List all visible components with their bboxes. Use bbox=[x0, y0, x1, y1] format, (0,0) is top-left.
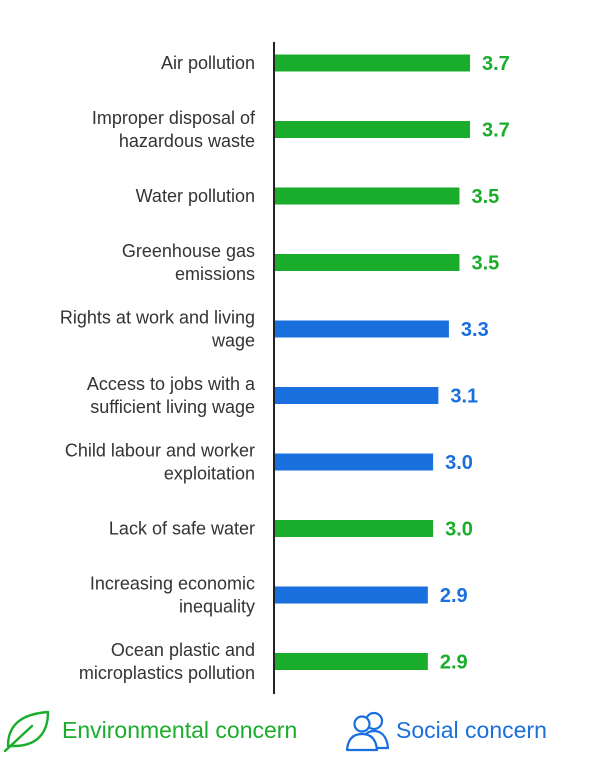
category-label-line: Greenhouse gas bbox=[122, 241, 255, 261]
category-label-line: sufficient living wage bbox=[90, 397, 255, 417]
value-label-7: 3.0 bbox=[445, 519, 473, 541]
bar-3 bbox=[275, 254, 460, 271]
category-label-1: Improper disposal of hazardous waste bbox=[92, 108, 256, 151]
value-label-4: 3.3 bbox=[461, 319, 489, 341]
value-label-2: 3.5 bbox=[471, 186, 499, 208]
value-label-3: 3.5 bbox=[471, 253, 499, 275]
value-label-6: 3.0 bbox=[445, 452, 473, 474]
category-label-line: exploitation bbox=[164, 464, 255, 484]
people-icon bbox=[342, 708, 394, 752]
bar-0 bbox=[275, 54, 470, 72]
category-label-line: Water pollution bbox=[136, 186, 255, 206]
legend-item-social: Social concern bbox=[342, 708, 547, 752]
bar-6 bbox=[275, 453, 434, 471]
leaf-icon bbox=[2, 708, 54, 752]
category-label-0: Air pollution bbox=[161, 53, 255, 73]
value-label-0: 3.7 bbox=[482, 53, 510, 75]
category-label-line: Improper disposal of bbox=[92, 108, 256, 128]
value-label-9: 2.9 bbox=[440, 652, 468, 674]
legend-label-environmental: Environmental concern bbox=[62, 716, 298, 743]
category-label-line: Increasing economic bbox=[90, 574, 255, 594]
category-label-line: microplastics pollution bbox=[79, 663, 255, 683]
legend-label-social: Social concern bbox=[396, 716, 547, 743]
category-label-line: inequality bbox=[179, 597, 255, 617]
category-label-line: wage bbox=[211, 331, 255, 351]
bar-chart: Air pollution Improper disposal of hazardo… bbox=[60, 42, 510, 694]
value-label-8: 2.9 bbox=[440, 585, 468, 607]
bar-1 bbox=[275, 121, 470, 138]
legend-item-environmental: Environmental concern bbox=[2, 708, 297, 752]
category-label-4: Rights at work and living wage bbox=[60, 308, 255, 351]
bar-9 bbox=[275, 653, 428, 670]
category-label-6: Child labour and worker exploitation bbox=[65, 441, 255, 484]
category-label-line: emissions bbox=[175, 264, 255, 284]
bar-5 bbox=[275, 387, 439, 404]
category-label-line: Access to jobs with a bbox=[87, 374, 256, 394]
category-label-9: Ocean plastic and microplastics pollution bbox=[79, 640, 255, 683]
category-label-line: Air pollution bbox=[161, 53, 255, 73]
category-label-line: Child labour and worker bbox=[65, 441, 255, 461]
category-label-8: Increasing economic inequality bbox=[90, 574, 255, 617]
category-label-line: Ocean plastic and bbox=[111, 640, 255, 660]
category-label-line: hazardous waste bbox=[119, 131, 255, 151]
category-label-line: Rights at work and living bbox=[60, 308, 255, 328]
category-label-2: Water pollution bbox=[136, 186, 255, 206]
bar-4 bbox=[275, 320, 449, 338]
category-label-line: Lack of safe water bbox=[109, 519, 255, 539]
value-label-1: 3.7 bbox=[482, 120, 510, 142]
value-label-5: 3.1 bbox=[450, 386, 478, 408]
bar-2 bbox=[275, 187, 460, 205]
bar-7 bbox=[275, 520, 434, 537]
category-label-3: Greenhouse gas emissions bbox=[122, 241, 255, 284]
legend: Environmental concern Social concern bbox=[0, 700, 600, 760]
bar-8 bbox=[275, 586, 428, 604]
category-label-5: Access to jobs with a sufficient living w… bbox=[87, 374, 256, 417]
category-label-7: Lack of safe water bbox=[109, 519, 255, 539]
